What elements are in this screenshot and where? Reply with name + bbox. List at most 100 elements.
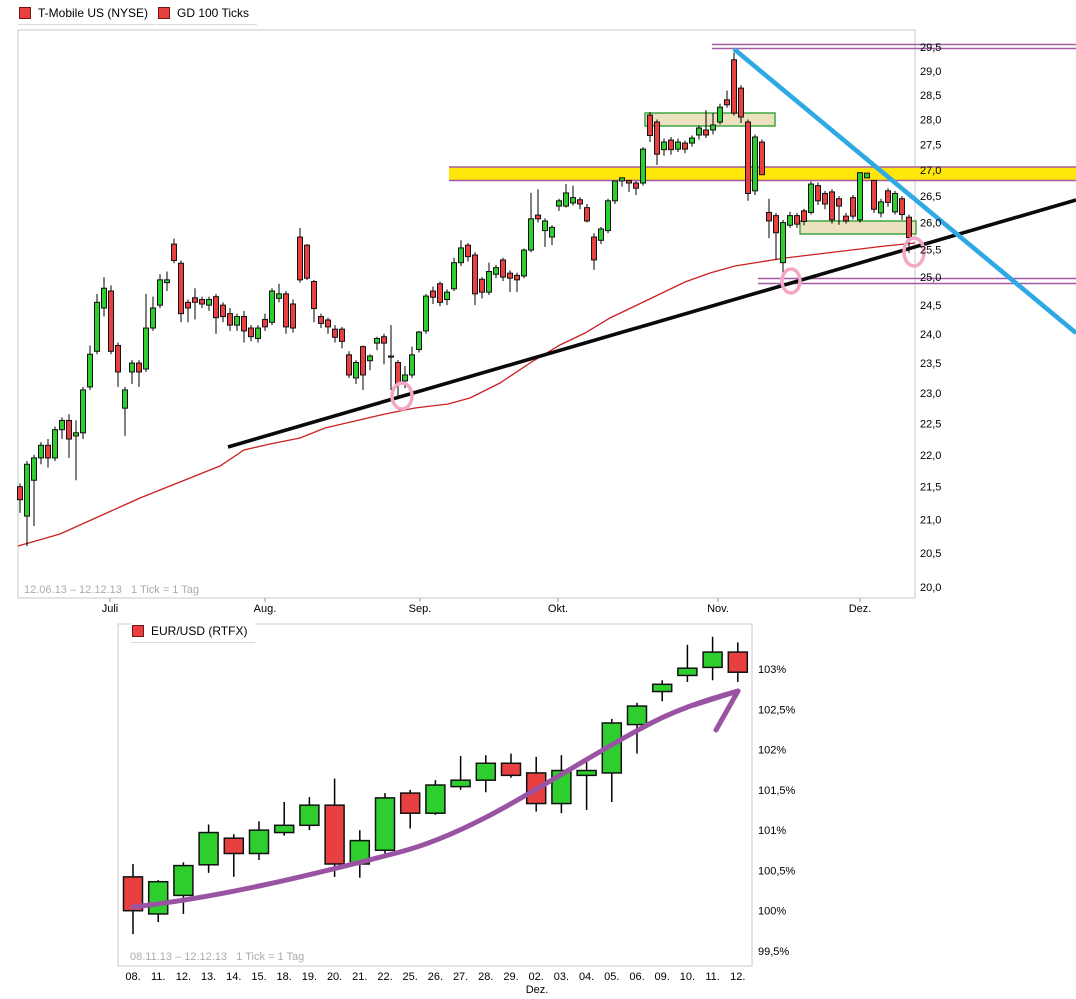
axis-tick-label: 05. — [604, 971, 619, 983]
candle-up — [425, 784, 446, 814]
candle-down — [836, 198, 842, 207]
axis-tick-label: Sep. — [409, 603, 432, 615]
candle-down — [703, 129, 709, 136]
axis-tick-label: 08. — [125, 971, 140, 983]
candle-down — [465, 244, 471, 258]
axis-tick-label: 101% — [758, 825, 786, 837]
candle-up — [752, 136, 758, 192]
candle-down — [731, 59, 737, 114]
candle-up — [94, 301, 100, 352]
resistance-zone — [799, 220, 917, 235]
candle-down — [360, 346, 366, 376]
axis-tick-label: Okt. — [548, 603, 568, 615]
candle-up — [521, 249, 527, 277]
axis-tick-label: 27. — [453, 971, 468, 983]
plot-border — [117, 623, 753, 967]
candle-up — [164, 279, 170, 284]
axis-tick-label: 99,5% — [758, 946, 789, 958]
candle-up — [892, 192, 898, 213]
candle-up — [661, 141, 667, 151]
candle-up — [528, 218, 534, 251]
candle-up — [409, 354, 415, 376]
candle-up — [87, 353, 93, 388]
candle-down — [500, 259, 506, 278]
axis-tick-label: 12. — [730, 971, 745, 983]
candle-down — [339, 328, 345, 342]
candle-down — [220, 304, 226, 318]
candle-up — [640, 148, 646, 184]
tmobile-period-footer: 12.06.13 – 12.12.13 1 Tick = 1 Tag — [24, 584, 200, 596]
candle-down — [346, 354, 352, 376]
axis-tick-label: 22,5 — [920, 419, 941, 431]
candle-up — [52, 429, 58, 459]
candle-down — [500, 762, 522, 777]
resistance-zone — [644, 112, 776, 127]
axis-tick-label: 14. — [226, 971, 241, 983]
candle-up — [206, 298, 212, 306]
candle-down — [668, 139, 674, 151]
legend-tmobile: T-Mobile US (NYSE) — [18, 4, 157, 25]
candle-down — [801, 210, 807, 222]
candle-down — [766, 211, 772, 222]
candle-down — [850, 197, 856, 217]
legend-label: T-Mobile US (NYSE) — [38, 6, 149, 20]
axis-tick-label: 28,5 — [920, 90, 941, 102]
candle-down — [115, 344, 121, 373]
plot-border — [17, 29, 916, 599]
candle-up — [299, 804, 320, 827]
candle-down — [626, 179, 632, 184]
candle-down — [223, 837, 245, 855]
candle-down — [437, 283, 443, 303]
candle-up — [710, 124, 716, 131]
axis-tick-label: 11. — [705, 971, 719, 983]
axis-tick-label: 04. — [579, 971, 594, 983]
candle-up — [402, 374, 408, 382]
candle-down — [479, 278, 485, 293]
gd100-line — [17, 242, 916, 547]
trend-arrow — [130, 688, 741, 910]
candle-down — [324, 804, 345, 865]
candle-down — [514, 274, 520, 281]
legend-label: GD 100 Ticks — [177, 6, 250, 20]
candle-up — [857, 172, 863, 221]
candle-up — [556, 200, 562, 207]
candle-up — [475, 762, 497, 781]
candle-up — [696, 127, 702, 136]
axis-tick-label: Nov. — [707, 603, 729, 615]
axis-tick-label: 21,0 — [920, 514, 941, 526]
candle-down — [399, 792, 421, 814]
axis-tick-label: 11. — [151, 971, 165, 983]
candle-down — [724, 99, 730, 106]
candle-up — [129, 362, 135, 373]
candle-down — [885, 190, 891, 203]
candle-up — [576, 769, 597, 777]
axis-tick-label: 23,5 — [920, 358, 941, 370]
axis-tick-label: 20,5 — [920, 548, 941, 560]
candle-up — [677, 667, 698, 677]
candle-up — [248, 829, 270, 855]
candle-up — [563, 192, 569, 207]
candle-down — [899, 198, 905, 216]
candle-down — [262, 318, 268, 328]
candle-up — [38, 444, 44, 459]
axis-tick-label: 102,5% — [758, 704, 796, 716]
candle-down — [213, 296, 219, 319]
candle-up — [450, 779, 471, 788]
candle-up — [493, 267, 499, 275]
candle-down — [633, 182, 639, 189]
legend-label: EUR/USD (RTFX) — [151, 624, 248, 638]
candle-down — [577, 199, 583, 205]
candle-up — [689, 137, 695, 144]
candle-up — [780, 222, 786, 264]
axis-tick-label: 29,0 — [920, 66, 941, 78]
candle-up — [626, 705, 648, 726]
axis-tick-label: 27,0 — [920, 165, 941, 177]
axis-tick-label: 29,5 — [920, 42, 941, 54]
legend-gd100: GD 100 Ticks — [157, 4, 258, 25]
candle-up — [787, 215, 793, 226]
candle-up — [864, 172, 870, 179]
axis-tick-label: 02. — [529, 971, 544, 983]
axis-tick-label: 21. — [352, 971, 367, 983]
candle-down — [199, 298, 205, 305]
